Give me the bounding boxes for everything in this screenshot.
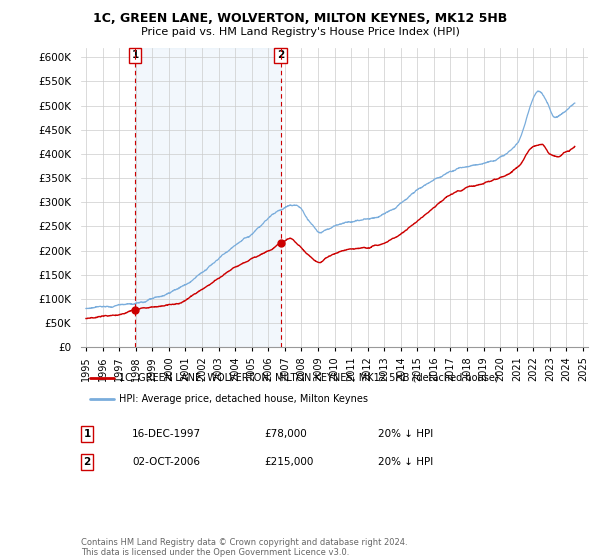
Text: 1C, GREEN LANE, WOLVERTON, MILTON KEYNES, MK12 5HB (detached house): 1C, GREEN LANE, WOLVERTON, MILTON KEYNES… bbox=[119, 373, 499, 383]
Text: HPI: Average price, detached house, Milton Keynes: HPI: Average price, detached house, Milt… bbox=[119, 394, 368, 404]
Text: 2: 2 bbox=[277, 50, 284, 60]
Text: Contains HM Land Registry data © Crown copyright and database right 2024.
This d: Contains HM Land Registry data © Crown c… bbox=[81, 538, 407, 557]
Text: 1: 1 bbox=[131, 50, 139, 60]
Bar bbox=[135, 48, 281, 347]
Text: 16-DEC-1997: 16-DEC-1997 bbox=[132, 429, 201, 439]
Text: 20% ↓ HPI: 20% ↓ HPI bbox=[378, 457, 433, 467]
Text: £215,000: £215,000 bbox=[264, 457, 313, 467]
Text: 1C, GREEN LANE, WOLVERTON, MILTON KEYNES, MK12 5HB: 1C, GREEN LANE, WOLVERTON, MILTON KEYNES… bbox=[93, 12, 507, 25]
Text: 20% ↓ HPI: 20% ↓ HPI bbox=[378, 429, 433, 439]
Text: 02-OCT-2006: 02-OCT-2006 bbox=[132, 457, 200, 467]
Text: 2: 2 bbox=[83, 457, 91, 467]
Text: 1: 1 bbox=[83, 429, 91, 439]
Text: £78,000: £78,000 bbox=[264, 429, 307, 439]
Text: Price paid vs. HM Land Registry's House Price Index (HPI): Price paid vs. HM Land Registry's House … bbox=[140, 27, 460, 37]
